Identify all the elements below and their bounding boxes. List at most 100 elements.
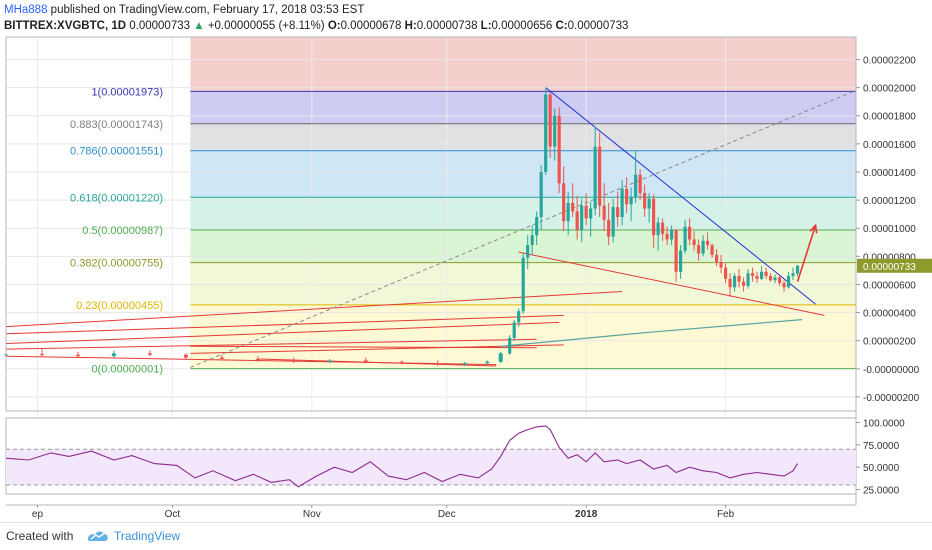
last-price: 0.00000733 <box>129 20 191 32</box>
fib-band <box>190 197 856 231</box>
candle <box>773 277 777 281</box>
fib-label: 0.618(0.00001220) <box>70 192 163 204</box>
candle <box>462 363 467 365</box>
trendline-red-fan <box>5 321 560 344</box>
trendline-red-fan <box>5 291 623 328</box>
candle <box>679 250 683 272</box>
candle <box>764 271 768 277</box>
candle <box>327 360 332 362</box>
high-label: H: <box>404 20 417 32</box>
time-tick-label: Dec <box>438 509 456 520</box>
fib-label: 0.382(0.00000755) <box>70 258 163 270</box>
rsi-tick-label: 50.0000 <box>863 463 900 474</box>
candle <box>786 276 791 288</box>
candle <box>566 202 570 222</box>
candle <box>607 219 611 237</box>
candle <box>553 115 557 147</box>
price-tick-label: 0.00001200 <box>863 196 916 207</box>
price-tick-label: 0.00002000 <box>863 84 916 95</box>
candle <box>625 188 629 205</box>
candle <box>732 276 737 288</box>
candle <box>791 273 795 277</box>
candle <box>602 205 606 220</box>
fib-label: 0.5(0.00000987) <box>82 225 163 237</box>
candle <box>647 198 651 209</box>
close-label: C: <box>555 20 568 32</box>
candle <box>634 174 638 198</box>
publish-info: published on TradingView.com, February 1… <box>50 4 365 16</box>
candle <box>616 207 620 217</box>
fib-label: 0.23(0.00000455) <box>76 300 163 312</box>
trendline-red-fan <box>5 338 537 350</box>
candle <box>517 311 521 323</box>
footer: Created with TradingView <box>0 522 932 550</box>
candle <box>750 273 755 277</box>
low-label: L: <box>480 20 492 32</box>
price-chart[interactable]: 1(0.00001973) 0.883(0.00001743) 0.786(0.00… <box>0 0 932 522</box>
candle <box>656 222 660 236</box>
low-value: 0.00000656 <box>491 20 553 32</box>
candle <box>724 267 728 279</box>
candle <box>741 281 746 286</box>
tradingview-brand[interactable]: TradingView <box>114 529 181 543</box>
candle <box>39 354 44 356</box>
candle <box>535 216 539 236</box>
rsi-line <box>5 425 798 488</box>
candle <box>688 226 692 240</box>
candle <box>746 273 750 286</box>
price-tick-label: 0.00001800 <box>863 112 916 123</box>
rsi-tick-label: 25.0000 <box>863 486 900 497</box>
trendline-red-fan <box>5 314 564 335</box>
candle <box>665 233 669 240</box>
candle <box>620 188 624 217</box>
candle <box>111 353 116 357</box>
price-tick-label: 0.00001400 <box>863 168 916 179</box>
candle <box>598 146 602 206</box>
price-tick-label: -0.00000000 <box>863 365 920 376</box>
candle <box>291 360 296 362</box>
candle <box>399 361 404 364</box>
candle <box>498 353 503 362</box>
candle <box>571 202 575 212</box>
candle <box>544 94 548 172</box>
fib-labels: 1(0.00001973) 0.883(0.00001743) 0.786(0.00… <box>70 86 163 375</box>
trendline-red-fan <box>190 345 537 349</box>
candle <box>706 240 710 246</box>
rsi-panel: 100.0000 75.0000 50.0000 25.0000 <box>5 417 905 497</box>
candle <box>697 245 701 254</box>
price-tick-label: 0.00002200 <box>863 55 916 66</box>
candle <box>363 360 368 362</box>
fib-band-top <box>190 37 856 92</box>
publish-line: MHa888 published on TradingView.com, Feb… <box>4 2 928 18</box>
author-link[interactable]: MHa888 <box>4 4 48 16</box>
tradingview-logo-icon <box>88 531 108 541</box>
fib-bands <box>190 37 856 369</box>
trendline-dashed-gray <box>190 89 857 368</box>
arrow-head-icon <box>809 223 818 234</box>
candle <box>710 245 714 255</box>
candle <box>777 277 782 284</box>
candle <box>593 146 597 209</box>
candle <box>512 322 516 338</box>
time-tick-label: ep <box>32 509 44 520</box>
candle <box>485 361 490 364</box>
created-with-label: Created with <box>6 529 74 543</box>
rsi-band <box>6 449 856 486</box>
up-arrow-icon: ▲ <box>193 20 205 32</box>
candle <box>701 240 705 254</box>
time-tick-label: Feb <box>717 509 735 520</box>
candle <box>638 174 642 194</box>
candle <box>589 208 593 219</box>
candle <box>580 205 584 230</box>
high-value: 0.00000738 <box>416 20 478 32</box>
grid-lines <box>6 37 856 494</box>
price-tick-label: 0.00001000 <box>863 224 916 235</box>
price-tick-label: 0.00000400 <box>863 309 916 320</box>
last-price-label: 0.00000733 <box>863 262 916 273</box>
candle <box>611 207 615 237</box>
candle <box>683 226 687 251</box>
rsi-tick-label: 100.0000 <box>863 418 905 429</box>
fib-band <box>190 91 856 124</box>
candle <box>183 354 188 358</box>
fib-band <box>190 123 856 151</box>
